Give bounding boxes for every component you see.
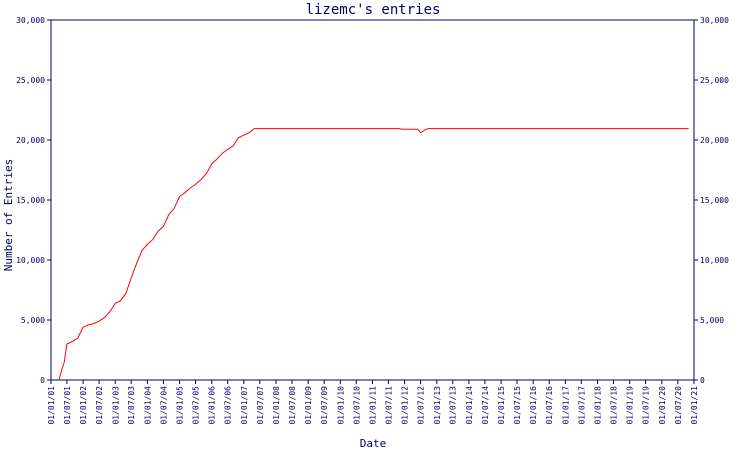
x-tick-label: 01/07/04 bbox=[159, 386, 168, 425]
x-tick-label: 01/01/18 bbox=[594, 386, 603, 425]
y-tick-label-left: 25,000 bbox=[16, 76, 45, 85]
x-tick-label: 01/01/10 bbox=[336, 386, 345, 425]
y-tick-label-right: 5,000 bbox=[700, 316, 724, 325]
x-axis-label: Date bbox=[360, 437, 387, 450]
y-tick-label-left: 5,000 bbox=[21, 316, 45, 325]
x-tick-label: 01/07/15 bbox=[513, 386, 522, 425]
y-tick-label-right: 15,000 bbox=[700, 196, 729, 205]
x-tick-label: 01/01/19 bbox=[626, 386, 635, 425]
x-tick-label: 01/07/14 bbox=[481, 386, 490, 425]
x-tick-label: 01/01/17 bbox=[561, 386, 570, 425]
x-tick-label: 01/07/07 bbox=[256, 386, 265, 425]
x-tick-label: 01/07/02 bbox=[95, 386, 104, 425]
x-tick-label: 01/01/08 bbox=[272, 386, 281, 425]
x-tick-label: 01/01/16 bbox=[529, 386, 538, 425]
y-axis-label: Number of Entries bbox=[2, 159, 15, 272]
x-tick-label: 01/01/20 bbox=[658, 386, 667, 425]
x-tick-label: 01/07/18 bbox=[609, 386, 618, 425]
series-line bbox=[58, 128, 689, 381]
x-tick-label: 01/07/05 bbox=[192, 386, 201, 425]
x-tick-label: 01/07/17 bbox=[577, 386, 586, 425]
x-tick-label: 01/01/02 bbox=[79, 386, 88, 425]
y-tick-label-left: 0 bbox=[40, 376, 45, 385]
x-tick-label: 01/07/20 bbox=[674, 386, 683, 425]
x-tick-label: 01/01/14 bbox=[465, 386, 474, 425]
chart-title: lizemc's entries bbox=[306, 2, 441, 18]
x-tick-label: 01/01/12 bbox=[401, 386, 410, 425]
x-tick-label: 01/01/15 bbox=[497, 386, 506, 425]
x-tick-label: 01/01/06 bbox=[208, 386, 217, 425]
y-tick-label-right: 30,000 bbox=[700, 16, 729, 25]
y-tick-label-left: 30,000 bbox=[16, 16, 45, 25]
series-layer bbox=[58, 128, 689, 381]
x-tick-label: 01/01/09 bbox=[304, 386, 313, 425]
x-tick-label: 01/07/09 bbox=[320, 386, 329, 425]
x-tick-label: 01/07/11 bbox=[384, 386, 393, 425]
x-tick-label: 01/07/13 bbox=[449, 386, 458, 425]
y-tick-label-right: 25,000 bbox=[700, 76, 729, 85]
x-tick-label: 01/01/05 bbox=[176, 386, 185, 425]
x-tick-label: 01/07/08 bbox=[288, 386, 297, 425]
y-tick-label-right: 0 bbox=[700, 376, 705, 385]
x-tick-label: 01/01/21 bbox=[690, 386, 699, 425]
x-tick-label: 01/01/11 bbox=[368, 386, 377, 425]
axis-ticks: 0 0 5,000 5,000 10,000 10,000 15,000 15,000 20,0… bbox=[16, 16, 729, 425]
x-tick-label: 01/07/01 bbox=[63, 386, 72, 425]
x-tick-label: 01/07/12 bbox=[417, 386, 426, 425]
plot-frame bbox=[50, 19, 695, 381]
x-tick-label: 01/01/13 bbox=[433, 386, 442, 425]
x-tick-label: 01/01/07 bbox=[240, 386, 249, 425]
y-tick-label-left: 20,000 bbox=[16, 136, 45, 145]
x-tick-label: 01/07/06 bbox=[224, 386, 233, 425]
y-tick-label-left: 15,000 bbox=[16, 196, 45, 205]
x-tick-label: 01/01/04 bbox=[143, 386, 152, 425]
y-tick-label-right: 10,000 bbox=[700, 256, 729, 265]
x-tick-label: 01/01/01 bbox=[47, 386, 56, 425]
x-tick-label: 01/07/19 bbox=[642, 386, 651, 425]
x-tick-label: 01/07/16 bbox=[545, 386, 554, 425]
x-tick-label: 01/07/03 bbox=[127, 386, 136, 425]
y-tick-label-right: 20,000 bbox=[700, 136, 729, 145]
y-tick-label-left: 10,000 bbox=[16, 256, 45, 265]
x-tick-label: 01/07/10 bbox=[352, 386, 361, 425]
x-tick-label: 01/01/03 bbox=[111, 386, 120, 425]
